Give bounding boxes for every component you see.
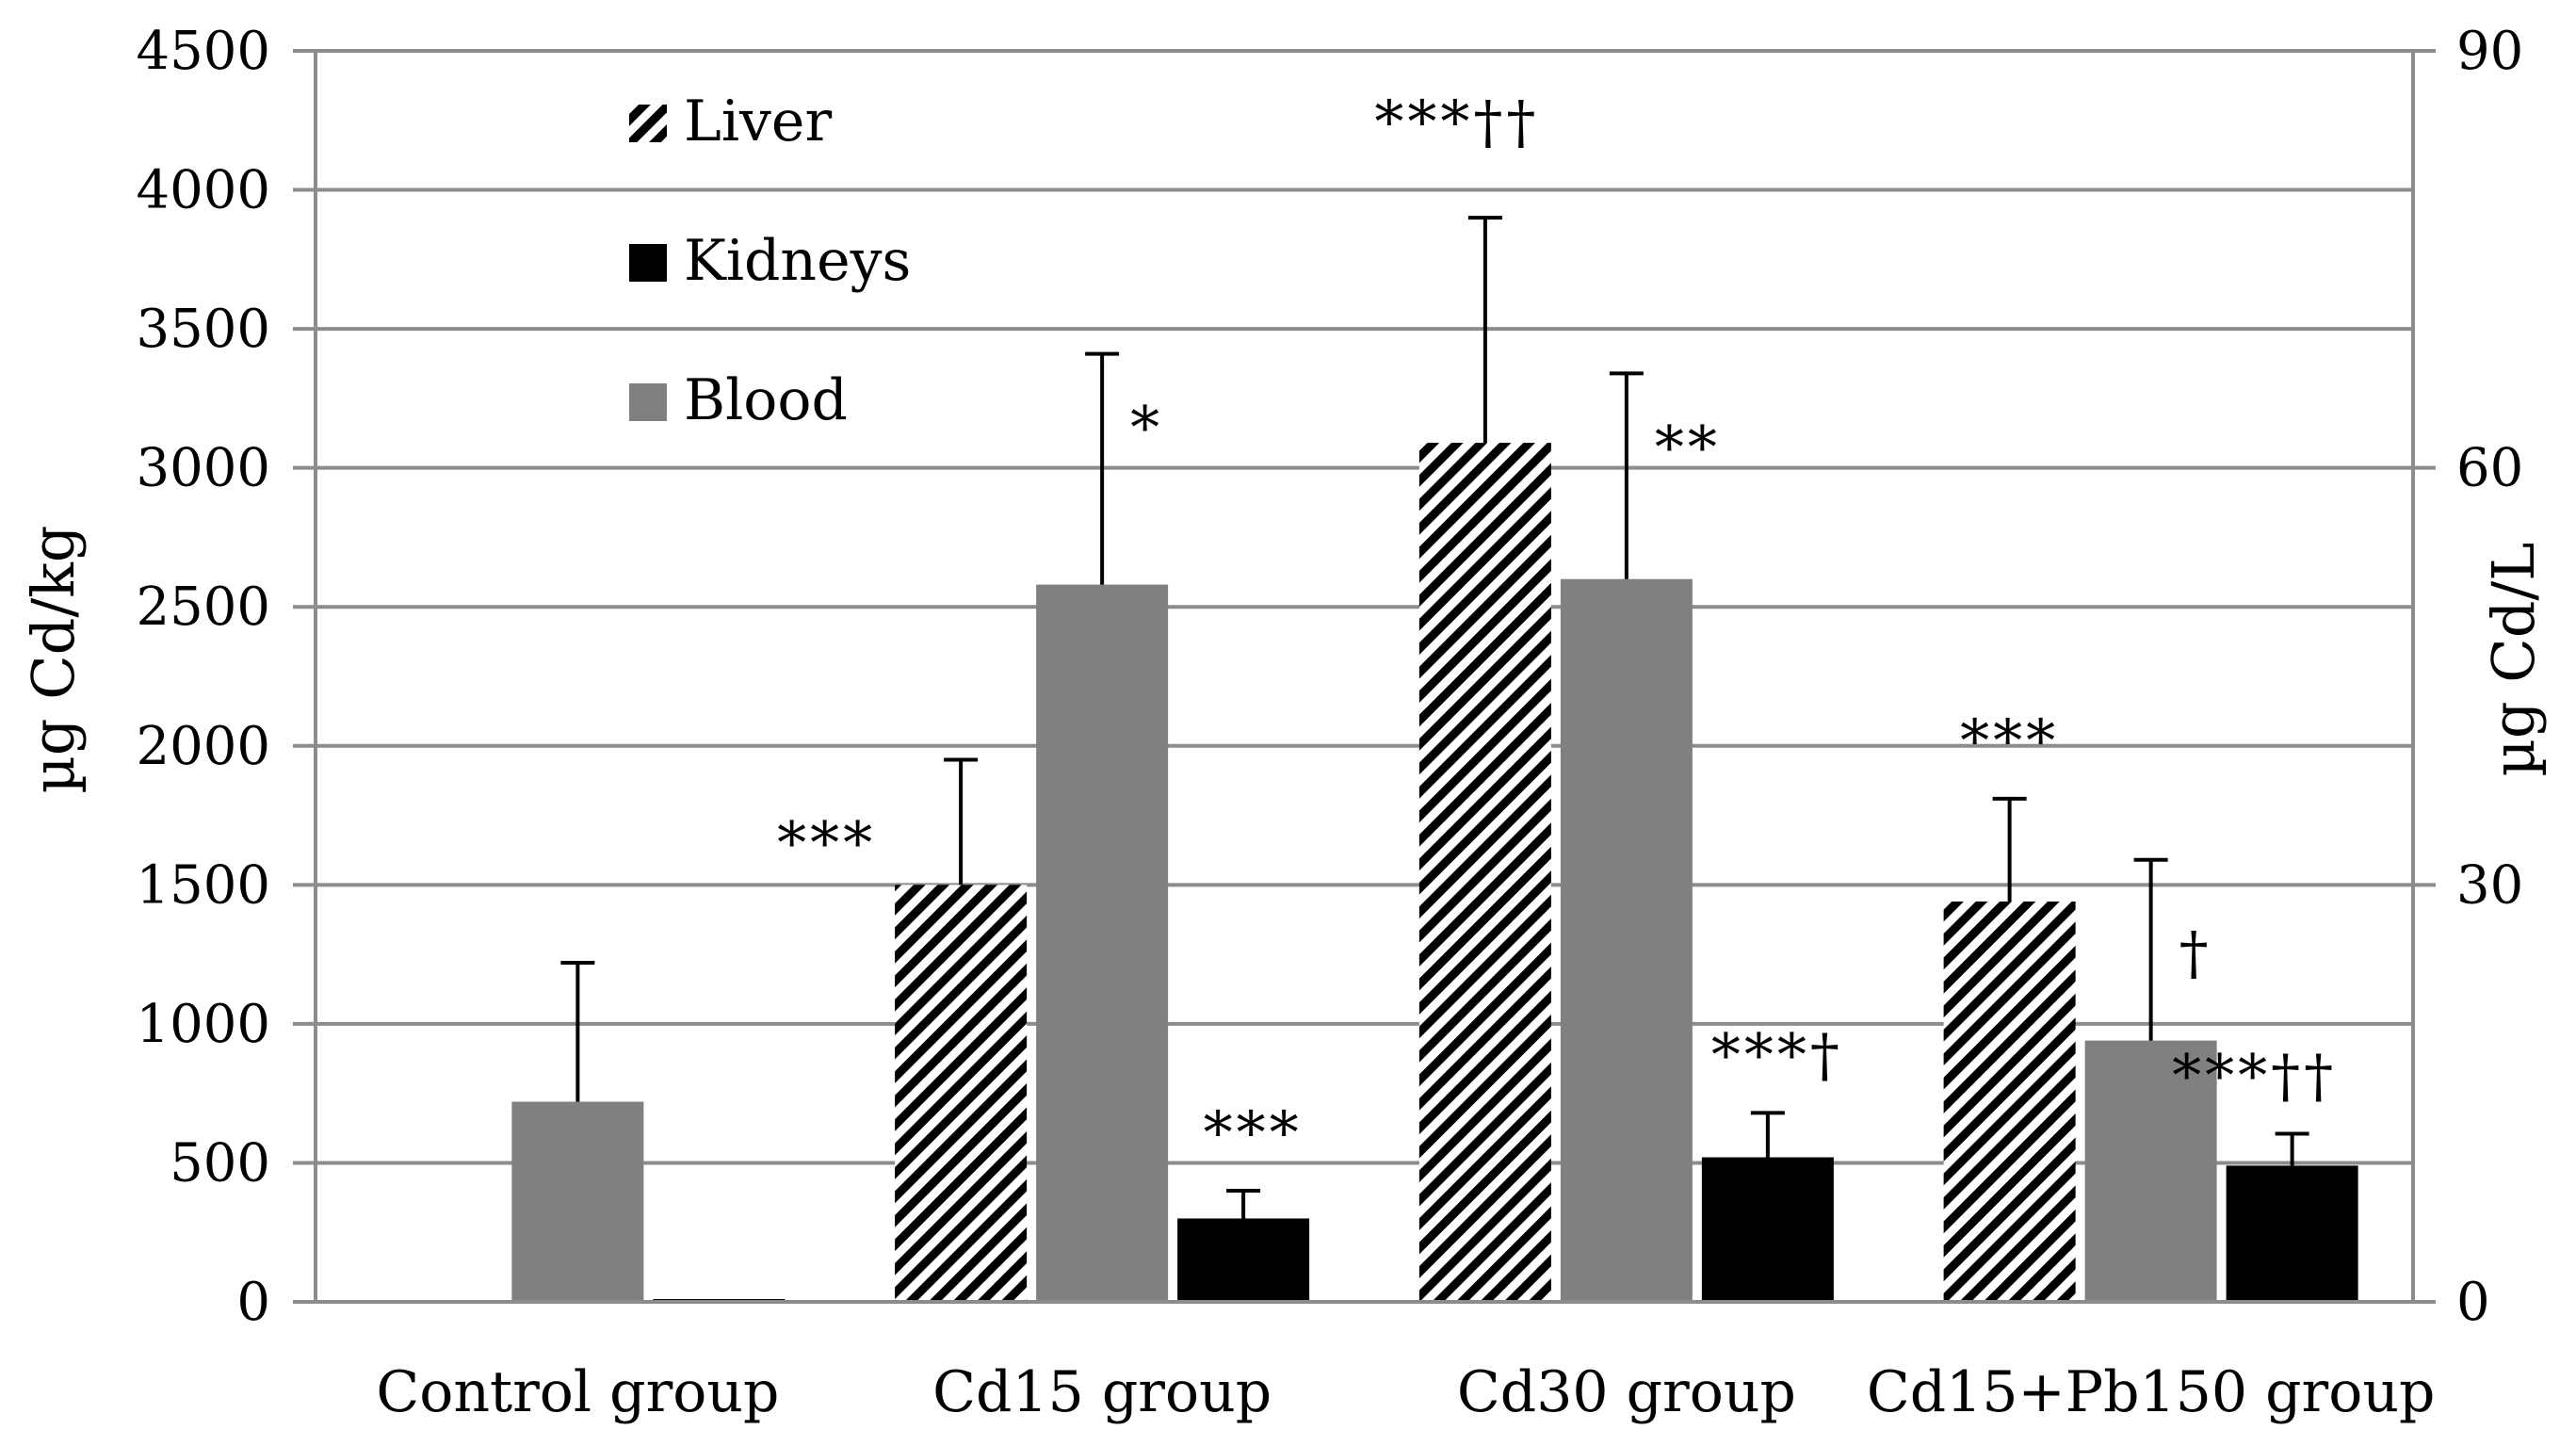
legend-label-liver: Liver bbox=[684, 89, 832, 154]
bar-blood-1 bbox=[1036, 584, 1169, 1302]
legend-swatch-blood bbox=[629, 383, 667, 421]
bar-kidneys-3 bbox=[2226, 1165, 2358, 1302]
bar-blood-2 bbox=[1560, 578, 1693, 1302]
legend-label-kidneys: Kidneys bbox=[684, 228, 911, 294]
left-axis-ticks: 0 500 1000 1500 2000 2500 3000 3500 4000 4500 bbox=[136, 21, 316, 1333]
left-tick-label-4: 2000 bbox=[136, 716, 270, 777]
category-labels: Control group Cd15 group Cd30 group Cd15+Pb… bbox=[376, 1359, 2435, 1425]
legend: Liver Kidneys Blood bbox=[629, 89, 911, 433]
legend-swatch-kidneys bbox=[629, 244, 667, 282]
bar-liver-2 bbox=[1418, 443, 1551, 1302]
left-tick-label-5: 2500 bbox=[136, 577, 270, 638]
bar-kidneys-1 bbox=[1177, 1218, 1310, 1302]
left-tick-label-6: 3000 bbox=[136, 438, 270, 499]
legend-swatch-liver bbox=[629, 105, 667, 142]
category-label-1: Cd15 group bbox=[932, 1359, 1272, 1425]
annotation-2: *** bbox=[1204, 1098, 1303, 1167]
left-tick-label-9: 4500 bbox=[136, 21, 270, 82]
right-tick-label-3: 90 bbox=[2456, 21, 2523, 82]
y-axis-title: µg Cd/kg bbox=[19, 526, 88, 794]
annotation-5: ***† bbox=[1711, 1020, 1843, 1089]
left-tick-label-7: 3500 bbox=[136, 299, 270, 360]
left-tick-label-0: 0 bbox=[236, 1272, 270, 1333]
annotation-7: † bbox=[2179, 918, 2212, 987]
bars bbox=[370, 443, 2358, 1302]
annotation-6: *** bbox=[1960, 707, 2059, 775]
axes bbox=[293, 51, 2436, 1304]
error-bars bbox=[560, 216, 2309, 1219]
right-tick-label-2: 60 bbox=[2456, 438, 2523, 499]
annotation-4: ** bbox=[1655, 413, 1721, 481]
annotation-3: ***†† bbox=[1374, 88, 1539, 156]
annotation-8: ***†† bbox=[2172, 1041, 2337, 1110]
bar-kidneys-2 bbox=[1701, 1157, 1834, 1302]
left-tick-label-8: 4000 bbox=[136, 160, 270, 221]
bar-liver-3 bbox=[1943, 902, 2076, 1302]
significance-annotations: **********††*****†***†***†† bbox=[777, 88, 2337, 1167]
left-tick-label-1: 500 bbox=[170, 1132, 270, 1194]
legend-label-blood: Blood bbox=[684, 367, 848, 433]
annotation-1: * bbox=[1130, 394, 1163, 463]
y2-axis-title: µg Cd/L bbox=[2479, 543, 2548, 777]
right-tick-label-1: 30 bbox=[2456, 854, 2523, 916]
right-tick-label-0: 0 bbox=[2456, 1272, 2490, 1333]
bar-blood-0 bbox=[511, 1101, 644, 1302]
left-tick-label-2: 1000 bbox=[136, 994, 270, 1055]
category-label-2: Cd30 group bbox=[1457, 1359, 1796, 1425]
category-label-0: Control group bbox=[376, 1359, 779, 1425]
bar-blood-3 bbox=[2084, 1040, 2217, 1302]
gridlines bbox=[316, 49, 2413, 1165]
category-label-3: Cd15+Pb150 group bbox=[1867, 1359, 2436, 1425]
annotation-0: *** bbox=[777, 809, 876, 878]
bar-liver-1 bbox=[895, 885, 1028, 1302]
right-axis-ticks: 0 30 60 90 bbox=[2413, 21, 2523, 1333]
left-tick-label-3: 1500 bbox=[136, 854, 270, 916]
